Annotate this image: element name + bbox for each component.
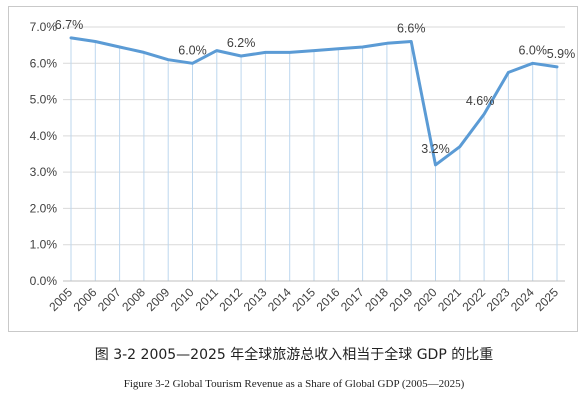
x-tick-label: 2025 <box>532 285 561 314</box>
data-label: 6.0% <box>178 43 207 57</box>
x-tick-label: 2009 <box>144 285 173 314</box>
data-label: 6.2% <box>227 36 256 50</box>
x-tick-label: 2023 <box>484 285 513 314</box>
x-tick-label: 2018 <box>362 285 391 314</box>
y-tick-label: 5.0% <box>30 93 58 107</box>
x-tick-label: 2013 <box>241 285 270 314</box>
figure-caption-chinese: 图 3-2 2005—2025 年全球旅游总收入相当于全球 GDP 的比重 <box>94 347 494 363</box>
x-tick-label: 2021 <box>435 285 464 314</box>
x-tick-label: 2017 <box>338 285 367 314</box>
line-chart: 0.0% 1.0% 2.0% 3.0% 4.0% 5.0% 6.0% 7.0% 20052006… <box>30 18 576 314</box>
x-tick-label: 2012 <box>216 285 245 314</box>
data-label: 6.7% <box>55 18 84 32</box>
data-label: 5.9% <box>547 47 576 61</box>
y-tick-label: 7.0% <box>30 20 58 34</box>
x-tick-label: 2006 <box>71 285 100 314</box>
series-line-group <box>69 36 559 167</box>
x-tick-label: 2016 <box>314 285 343 314</box>
y-tick-label: 1.0% <box>30 238 58 252</box>
axes: 0.0% 1.0% 2.0% 3.0% 4.0% 5.0% 6.0% 7.0% 20052006… <box>30 20 565 314</box>
x-tick-label: 2014 <box>265 285 294 314</box>
x-tick-label: 2015 <box>289 285 318 314</box>
y-tick-label: 4.0% <box>30 129 58 143</box>
x-tick-label: 2007 <box>95 285 124 314</box>
figure-caption-english: Figure 3-2 Global Tourism Revenue as a S… <box>123 378 465 390</box>
x-tick-label: 2022 <box>459 285 488 314</box>
series-line <box>69 36 559 167</box>
x-tick-label: 2019 <box>387 285 416 314</box>
data-label: 4.6% <box>466 94 495 108</box>
x-tick-label: 2010 <box>168 285 197 314</box>
data-label: 3.2% <box>421 142 450 156</box>
data-label: 6.6% <box>397 22 426 36</box>
x-tick-label: 2011 <box>193 285 221 313</box>
y-tick-label: 3.0% <box>30 165 58 179</box>
x-tick-label: 2008 <box>119 285 148 314</box>
data-label: 6.0% <box>518 43 547 57</box>
drop-lines <box>70 37 558 281</box>
data-labels: 6.7%6.0%6.2%6.6%3.2%4.6%6.0% 5.9% <box>55 18 576 156</box>
x-tick-label: 2024 <box>508 285 537 314</box>
x-tick-label: 2020 <box>411 285 440 314</box>
x-tick-label: 2005 <box>46 285 75 314</box>
y-tick-label: 0.0% <box>30 274 58 288</box>
chart-frame: 0.0% 1.0% 2.0% 3.0% 4.0% 5.0% 6.0% 7.0% 2005 2006… <box>8 6 578 332</box>
y-tick-label: 2.0% <box>30 201 58 215</box>
y-tick-label: 6.0% <box>30 56 58 70</box>
